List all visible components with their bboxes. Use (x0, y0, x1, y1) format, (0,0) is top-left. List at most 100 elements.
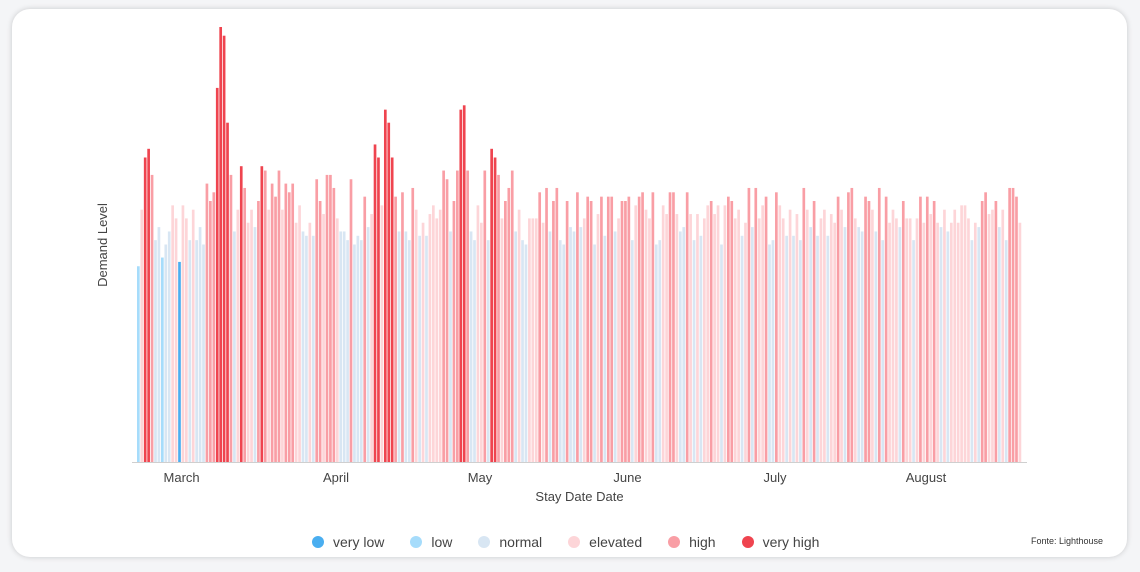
bar (287, 192, 291, 463)
bar (534, 218, 538, 462)
bar (1008, 187, 1011, 462)
bar (469, 231, 473, 462)
bar (915, 218, 919, 462)
bar (438, 209, 442, 462)
bar (922, 222, 926, 462)
bar (1004, 240, 1008, 462)
bar (383, 109, 387, 463)
legend-label: high (689, 534, 716, 550)
bar (263, 170, 267, 463)
bar (329, 174, 332, 462)
bar (627, 196, 631, 462)
bar (301, 231, 305, 462)
bar (788, 209, 792, 462)
bar (994, 201, 998, 462)
bar (864, 196, 867, 462)
bar (188, 240, 192, 462)
bar (939, 227, 943, 462)
bar (606, 196, 610, 462)
bar (167, 231, 171, 462)
bar (586, 196, 590, 462)
bar (960, 205, 963, 462)
y-axis-title: Demand Level (95, 203, 110, 287)
bar (980, 201, 984, 462)
bar (795, 214, 799, 462)
bar (582, 218, 586, 462)
legend-item[interactable]: very low (312, 534, 384, 550)
legend-item[interactable]: high (668, 534, 716, 550)
bar (644, 209, 648, 462)
legend-dot-icon (741, 536, 754, 548)
bar (552, 201, 555, 462)
bar (569, 227, 572, 462)
source-label: Fonte: Lighthouse (1031, 536, 1104, 546)
bar (925, 196, 929, 462)
bar (778, 205, 782, 462)
bar (377, 157, 380, 462)
bar (740, 235, 744, 462)
bar (486, 240, 490, 462)
bar (908, 218, 912, 462)
bar (449, 231, 452, 462)
bar (720, 244, 723, 462)
bar (860, 231, 864, 462)
bar (432, 205, 435, 462)
bar (137, 266, 140, 462)
bar (212, 192, 216, 463)
bar (174, 218, 178, 462)
bar (973, 222, 977, 462)
bar (195, 240, 198, 462)
bar (970, 240, 974, 462)
bar (665, 214, 668, 462)
legend-item[interactable]: low (410, 534, 452, 550)
bar (823, 209, 826, 462)
legend-item[interactable]: elevated (568, 534, 642, 550)
bar (1015, 196, 1018, 462)
bar (414, 209, 418, 462)
bar (853, 218, 857, 462)
legend-item[interactable]: very high (741, 534, 819, 550)
bar (315, 179, 319, 462)
bar (812, 201, 816, 462)
bar (462, 105, 466, 463)
bar (816, 235, 819, 462)
bar (768, 244, 771, 462)
bar (356, 235, 360, 462)
bar (967, 218, 970, 462)
bar (792, 235, 795, 462)
bar (428, 214, 432, 462)
bar (733, 218, 737, 462)
bar (658, 240, 662, 462)
bar (1011, 187, 1015, 462)
bar (953, 209, 957, 462)
bar (672, 192, 675, 463)
bar (668, 192, 672, 463)
bar (699, 235, 703, 462)
bar (949, 222, 953, 462)
bar (600, 196, 603, 462)
x-axis-title: Stay Date Date (535, 489, 623, 504)
bar (407, 240, 411, 462)
bar (191, 209, 195, 462)
bar (510, 170, 514, 463)
bar (936, 222, 939, 462)
bar (222, 35, 226, 462)
bar (342, 231, 346, 462)
bar (987, 214, 991, 462)
bar (624, 201, 627, 462)
bar (246, 222, 250, 462)
bar (452, 201, 456, 462)
bar (305, 235, 308, 462)
bar (257, 201, 260, 462)
bar (685, 192, 689, 463)
legend-item[interactable]: normal (478, 534, 542, 550)
bar (373, 144, 377, 462)
bar (359, 240, 363, 462)
bar (387, 122, 391, 462)
bar (466, 170, 469, 463)
bar (809, 227, 813, 462)
legend-label: very low (333, 534, 385, 550)
bar (401, 192, 404, 463)
bar (877, 187, 881, 462)
bar (459, 109, 463, 463)
